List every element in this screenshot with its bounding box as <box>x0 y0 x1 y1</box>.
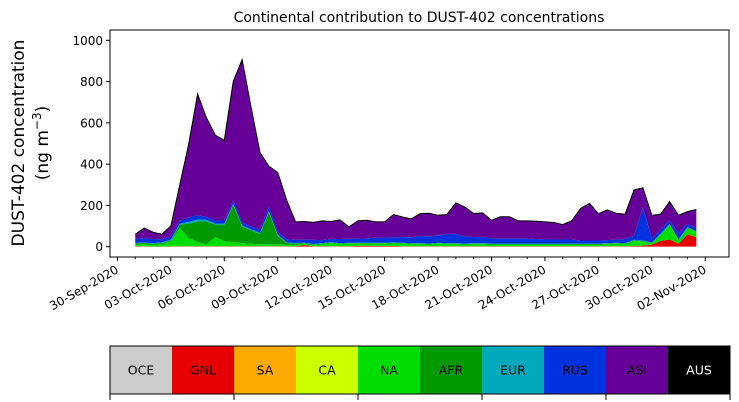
legend-swatch-afr <box>420 346 482 394</box>
legend-swatch-eur <box>482 346 544 394</box>
legend-swatch-asi <box>606 346 668 394</box>
legend-label-aus: AUS <box>686 363 712 378</box>
area-rus <box>135 200 697 244</box>
y-axis-unit-prefix: (ng m <box>33 130 53 180</box>
y-axis-label-line1: DUST-402 concentration <box>9 40 29 247</box>
legend-swatch-ca <box>296 346 358 394</box>
y-axis-unit-exponent: −3 <box>30 112 44 130</box>
legend-label-eur: EUR <box>500 363 526 378</box>
total-outline <box>134 57 697 235</box>
legend-label-na: NA <box>380 363 398 378</box>
legend-swatch-oce <box>110 346 172 394</box>
y-axis-unit-suffix: ) <box>33 106 53 113</box>
legend-label-asi: ASI <box>627 363 647 378</box>
area-afr <box>135 205 697 246</box>
y-axis-label-line2: (ng m−3) <box>30 106 53 181</box>
legend-label-oce: OCE <box>128 363 155 378</box>
plot-frame <box>109 29 730 258</box>
y-tick-label: 800 <box>80 75 103 89</box>
x-axis: 30-Sep-202003-Oct-202006-Oct-202009-Oct-… <box>47 257 709 313</box>
legend: OCE GNL SA CA NA AFR EUR RUS ASI AUS <box>109 345 731 400</box>
y-tick-label: 0 <box>95 240 103 254</box>
legend-swatch-na <box>358 346 420 394</box>
y-tick-label: 600 <box>80 116 103 130</box>
legend-swatch-rus <box>544 346 606 394</box>
area-na <box>135 225 697 247</box>
legend-swatch-gnl <box>172 346 234 394</box>
legend-label-rus: RUS <box>562 363 588 378</box>
area-asi <box>135 59 697 241</box>
y-tick-label: 1000 <box>72 34 103 48</box>
legend-label-sa: SA <box>257 363 274 378</box>
area-eur <box>135 203 697 245</box>
legend-label-afr: AFR <box>439 363 464 378</box>
y-tick-label: 400 <box>80 158 103 172</box>
chart-title: Continental contribution to DUST-402 con… <box>234 10 605 26</box>
legend-swatch-aus <box>668 346 730 394</box>
y-tick-label: 200 <box>80 199 103 213</box>
legend-frame <box>109 345 731 395</box>
plot-areas <box>135 59 697 247</box>
legend-label-gnl: GNL <box>190 363 216 378</box>
y-axis: 0 200 400 600 800 1000 <box>72 34 110 254</box>
legend-label-ca: CA <box>318 363 336 378</box>
legend-swatch-sa <box>234 346 296 394</box>
